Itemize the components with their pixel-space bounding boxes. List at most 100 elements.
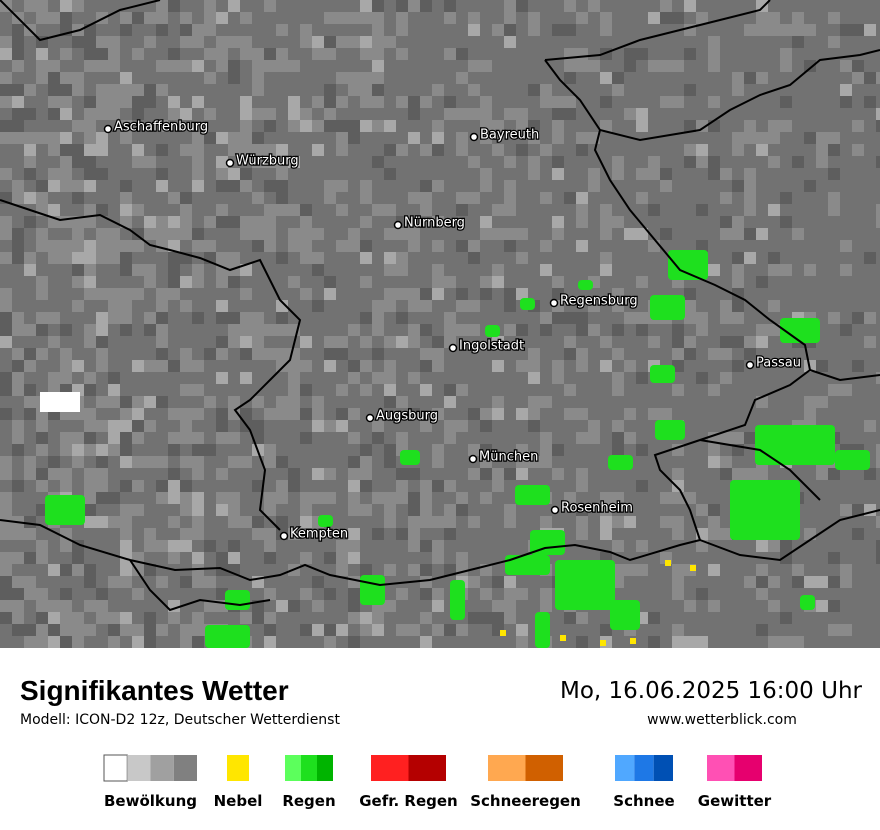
cloud-cell	[516, 252, 528, 264]
cloud-cell	[156, 120, 168, 132]
cloud-cell	[24, 216, 36, 228]
cloud-cell	[240, 144, 252, 156]
cloud-cell	[240, 96, 252, 108]
cloud-cell	[576, 348, 588, 360]
cloud-cell	[264, 216, 276, 228]
cloud-cell	[216, 300, 228, 312]
cloud-cell	[492, 408, 504, 420]
cloud-cell	[636, 324, 648, 336]
cloud-cell	[732, 336, 744, 348]
cloud-cell	[336, 564, 348, 576]
cloud-cell	[504, 612, 516, 624]
cloud-cell	[360, 384, 372, 396]
cloud-cell	[276, 180, 288, 192]
cloud-cell	[192, 516, 204, 528]
cloud-cell	[108, 624, 120, 636]
cloud-cell	[144, 36, 156, 48]
cloud-cell	[264, 348, 276, 360]
cloud-cell	[84, 36, 96, 48]
cloud-cell	[732, 300, 744, 312]
cloud-cell	[396, 288, 408, 300]
cloud-cell	[360, 252, 372, 264]
cloud-cell	[792, 12, 804, 24]
cloud-cell	[60, 168, 72, 180]
cloud-cell	[228, 180, 240, 192]
cloud-cell	[648, 636, 660, 648]
cloud-cell	[516, 228, 528, 240]
cloud-cell	[828, 168, 840, 180]
cloud-cell	[300, 216, 312, 228]
cloud-cell	[708, 384, 720, 396]
cloud-cell	[12, 324, 24, 336]
cloud-cell	[528, 420, 540, 432]
cloud-cell	[564, 612, 576, 624]
cloud-cell	[48, 468, 60, 480]
cloud-cell	[180, 408, 192, 420]
cloud-cell	[12, 624, 24, 636]
cloud-cell	[396, 48, 408, 60]
cloud-cell	[36, 624, 48, 636]
cloud-cell	[36, 636, 48, 648]
cloud-cell	[0, 336, 12, 348]
cloud-cell	[0, 228, 12, 240]
cloud-cell	[264, 48, 276, 60]
cloud-cell	[576, 216, 588, 228]
cloud-cell	[144, 12, 156, 24]
cloud-cell	[396, 588, 408, 600]
cloud-cell	[12, 384, 24, 396]
fog-cell	[665, 560, 671, 566]
cloud-cell	[108, 36, 120, 48]
cloud-cell	[84, 480, 96, 492]
legend-swatch	[150, 755, 174, 781]
cloud-cell	[12, 240, 24, 252]
cloud-cell	[468, 156, 480, 168]
cloud-cell	[408, 624, 420, 636]
cloud-cell	[576, 204, 588, 216]
cloud-cell	[264, 456, 276, 468]
cloud-cell	[492, 600, 504, 612]
cloud-cell	[384, 516, 396, 528]
cloud-cell	[228, 324, 240, 336]
cloud-cell	[192, 504, 204, 516]
cloud-cell	[240, 372, 252, 384]
cloud-cell	[768, 300, 780, 312]
cloud-cell	[48, 612, 60, 624]
cloud-cell	[684, 300, 696, 312]
cloud-cell	[72, 240, 84, 252]
cloud-cell	[864, 252, 876, 264]
cloud-cell	[864, 420, 876, 432]
cloud-cell	[84, 240, 96, 252]
cloud-cell	[348, 228, 360, 240]
cloud-cell	[24, 168, 36, 180]
cloud-cell	[36, 588, 48, 600]
cloud-cell	[132, 588, 144, 600]
cloud-cell	[840, 24, 852, 36]
cloud-cell	[120, 408, 132, 420]
cloud-cell	[480, 108, 492, 120]
cloud-cell	[504, 108, 516, 120]
cloud-cell	[168, 48, 180, 60]
cloud-cell	[444, 276, 456, 288]
cloud-cell	[612, 384, 624, 396]
cloud-cell	[468, 324, 480, 336]
cloud-cell	[552, 120, 564, 132]
map: AschaffenburgWürzburgBayreuthNürnbergReg…	[0, 0, 880, 648]
cloud-cell	[84, 516, 96, 528]
cloud-cell	[252, 72, 264, 84]
cloud-cell	[600, 360, 612, 372]
cloud-cell	[96, 288, 108, 300]
cloud-cell	[672, 624, 684, 636]
cloud-cell	[60, 48, 72, 60]
cloud-cell	[468, 612, 480, 624]
cloud-cell	[48, 72, 60, 84]
cloud-cell	[444, 384, 456, 396]
cloud-cell	[264, 204, 276, 216]
cloud-cell	[120, 252, 132, 264]
cloud-cell	[396, 336, 408, 348]
cloud-cell	[828, 132, 840, 144]
cloud-cell	[504, 192, 516, 204]
cloud-cell	[252, 516, 264, 528]
cloud-cell	[420, 420, 432, 432]
cloud-cell	[864, 468, 876, 480]
cloud-cell	[576, 132, 588, 144]
